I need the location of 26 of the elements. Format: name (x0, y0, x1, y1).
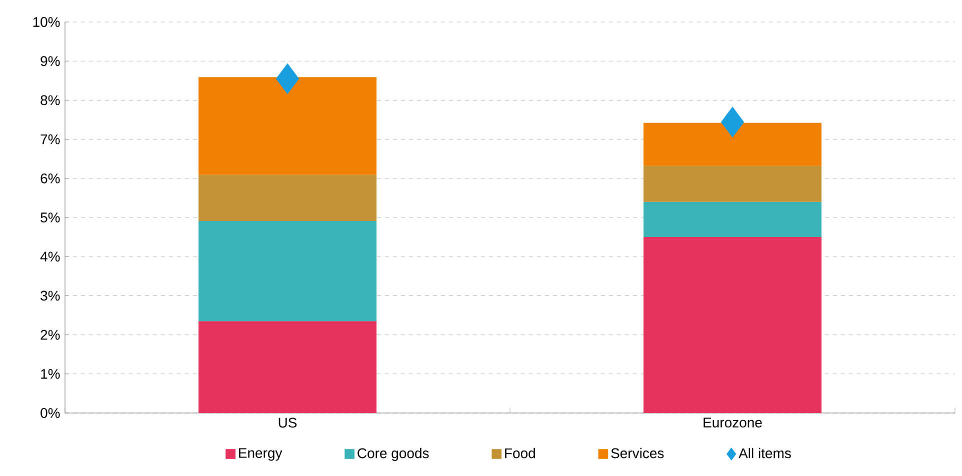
x-tick-label: US (278, 418, 297, 428)
bar (198, 221, 377, 322)
legend-label: Services (611, 448, 664, 458)
x-tick-label: Eurozone (704, 418, 762, 428)
bar (644, 122, 822, 166)
bar (198, 77, 377, 175)
y-tick-label: 8% (40, 95, 60, 106)
y-tick-label: 7% (40, 134, 60, 144)
legend-label: Core goods (358, 448, 429, 461)
y-tick-label: 9% (40, 56, 60, 66)
y-tick-label: 5% (40, 212, 60, 222)
y-tick-label: 0% (40, 408, 60, 418)
y-tick-label: 2% (40, 330, 60, 340)
y-tick-label: 10% (33, 17, 60, 27)
legend-label: All items (738, 448, 791, 458)
y-tick-label: 6% (40, 173, 60, 184)
y-tick-label: 1% (41, 369, 60, 379)
legend-label: Energy (239, 448, 282, 461)
bar (644, 237, 822, 413)
bar (644, 166, 822, 202)
y-tick-label: 3% (40, 290, 60, 301)
bar (198, 321, 377, 413)
bar (644, 202, 822, 238)
y-tick-label: 4% (40, 252, 60, 262)
bar (198, 174, 377, 222)
legend-label: Food (505, 448, 535, 458)
